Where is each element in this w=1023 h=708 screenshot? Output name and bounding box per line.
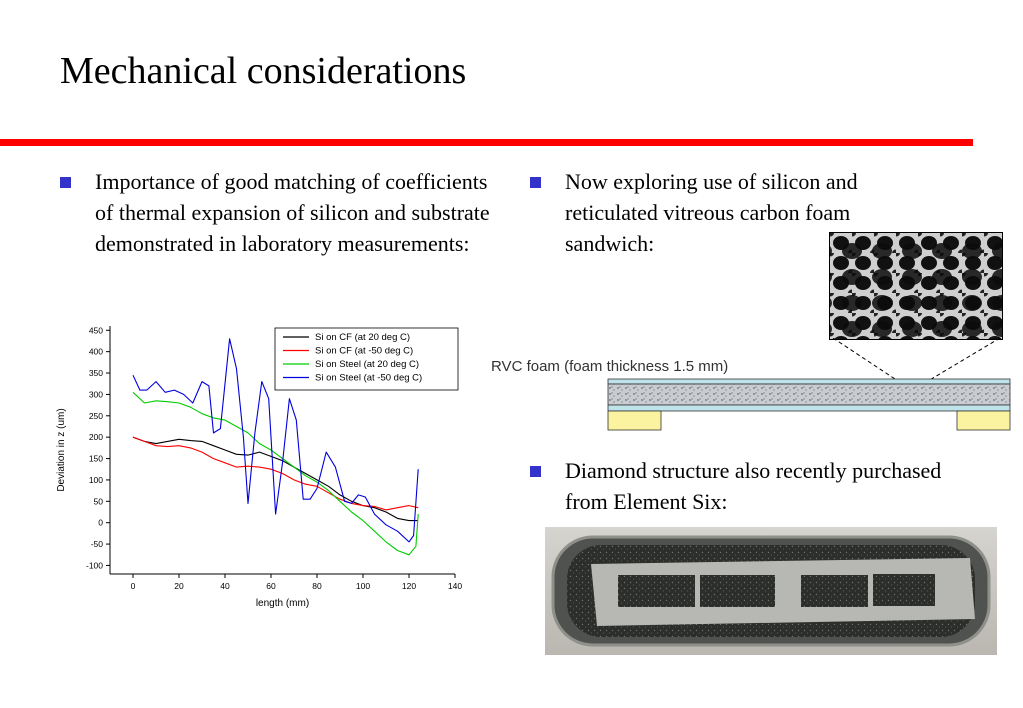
- y-tick-label: 0: [98, 518, 103, 528]
- rvc-sandwich-diagram: RVC foam (foam thickness 1.5 mm): [491, 338, 1011, 431]
- y-tick-label: -50: [91, 539, 104, 549]
- rvc-foam-micrograph: [829, 232, 1003, 340]
- y-tick-label: 350: [89, 368, 103, 378]
- bullet-text: Diamond structure also recently purchase…: [565, 458, 942, 514]
- series-line-1: [132, 436, 419, 522]
- silicon-bottom-layer: [607, 404, 1011, 412]
- bullet-square-icon: [60, 177, 71, 188]
- x-tick-label: 140: [448, 581, 462, 591]
- y-axis-label: Deviation in z (um): [56, 408, 67, 491]
- y-tick-label: 300: [89, 389, 103, 399]
- bullet-text: Importance of good matching of coefficie…: [95, 169, 490, 256]
- y-tick-label: 150: [89, 454, 103, 464]
- legend-entry: Si on Steel (at -50 deg C): [315, 373, 422, 384]
- bullet-square-icon: [530, 177, 541, 188]
- chart-axes: 450 400 350 300 250 200 150 100 50 0 -50 -100 0 20 40 6…: [56, 325, 462, 609]
- series-line-4: [132, 338, 419, 543]
- legend-entry: Si on CF (at 20 deg C): [315, 332, 410, 343]
- y-tick-label: 50: [94, 496, 104, 506]
- x-tick-label: 60: [266, 581, 276, 591]
- y-tick-label: 100: [89, 475, 103, 485]
- x-tick-label: 80: [312, 581, 322, 591]
- series-line-2: [132, 436, 419, 511]
- y-tick-label: 400: [89, 347, 103, 357]
- series-line-3: [132, 391, 419, 556]
- y-tick-label: 250: [89, 411, 103, 421]
- bullet-square-icon: [530, 466, 541, 477]
- x-tick-label: 40: [220, 581, 230, 591]
- title-divider: [0, 139, 973, 146]
- x-tick-label: 120: [402, 581, 416, 591]
- x-tick-label: 20: [174, 581, 184, 591]
- slide-title: Mechanical considerations: [60, 50, 467, 92]
- chart-series-group: [132, 338, 419, 556]
- silicon-top-layer: [607, 378, 1011, 385]
- y-tick-label: -100: [86, 560, 103, 570]
- bullet-text: Now exploring use of silicon and reticul…: [565, 169, 858, 256]
- rvc-foam-label: RVC foam (foam thickness 1.5 mm): [491, 358, 728, 375]
- legend-box: [274, 327, 459, 391]
- deviation-chart: 450 400 350 300 250 200 150 100 50 0 -50 -100 0 20 40 6…: [56, 325, 462, 609]
- y-tick-label: 450: [89, 325, 103, 335]
- x-tick-label: 100: [356, 581, 370, 591]
- diamond-structure-photo: [545, 527, 997, 655]
- legend-entry: Si on Steel (at 20 deg C): [315, 359, 419, 370]
- zoom-line-right: [927, 338, 1001, 382]
- support-block-right: [956, 410, 1011, 431]
- x-tick-label: 0: [131, 581, 136, 591]
- legend-entry: Si on CF (at -50 deg C): [315, 346, 413, 357]
- support-block-left: [607, 410, 662, 431]
- chart-legend: Si on CF (at 20 deg C) Si on CF (at -50 d…: [274, 327, 459, 391]
- zoom-line-left: [832, 338, 899, 382]
- y-tick-label: 200: [89, 432, 103, 442]
- foam-core-layer: [607, 383, 1011, 406]
- x-axis-label: length (mm): [256, 598, 309, 609]
